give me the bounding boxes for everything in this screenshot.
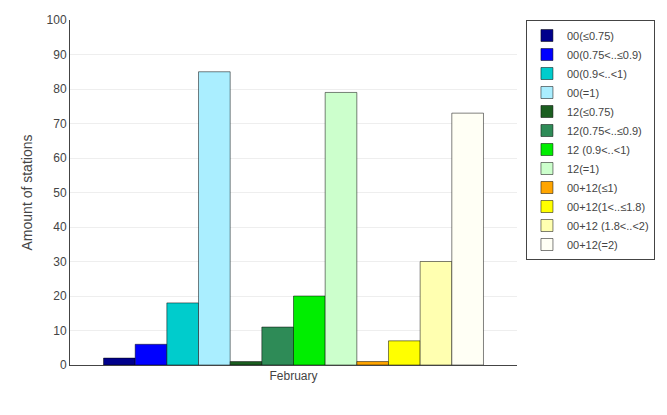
- svg-text:00+12(1<..≤1.8): 00+12(1<..≤1.8): [567, 201, 645, 213]
- svg-text:12(≤0.75): 12(≤0.75): [567, 106, 614, 118]
- svg-text:0: 0: [60, 358, 67, 372]
- svg-text:00+12(≤1): 00+12(≤1): [567, 182, 617, 194]
- svg-text:40: 40: [53, 220, 67, 234]
- svg-text:80: 80: [53, 82, 67, 96]
- svg-text:00+12(=2): 00+12(=2): [567, 239, 618, 251]
- svg-text:Amount of stations: Amount of stations: [19, 135, 35, 251]
- svg-text:12(0.75<..≤0.9): 12(0.75<..≤0.9): [567, 125, 642, 137]
- svg-text:00(0.9<..<1): 00(0.9<..<1): [567, 68, 627, 80]
- svg-text:February: February: [269, 369, 317, 383]
- svg-text:12(=1): 12(=1): [567, 163, 599, 175]
- svg-text:100: 100: [47, 13, 67, 27]
- svg-text:00(≤0.75): 00(≤0.75): [567, 30, 614, 42]
- svg-text:20: 20: [53, 289, 67, 303]
- svg-text:50: 50: [53, 186, 67, 200]
- svg-text:90: 90: [53, 48, 67, 62]
- svg-text:30: 30: [53, 255, 67, 269]
- svg-text:00(=1): 00(=1): [567, 87, 599, 99]
- svg-text:70: 70: [53, 117, 67, 131]
- svg-text:60: 60: [53, 151, 67, 165]
- svg-text:00(0.75<..≤0.9): 00(0.75<..≤0.9): [567, 49, 642, 61]
- svg-text:10: 10: [53, 324, 67, 338]
- svg-text:00+12 (1.8<..<2): 00+12 (1.8<..<2): [567, 220, 649, 232]
- svg-text:12 (0.9<..<1): 12 (0.9<..<1): [567, 144, 630, 156]
